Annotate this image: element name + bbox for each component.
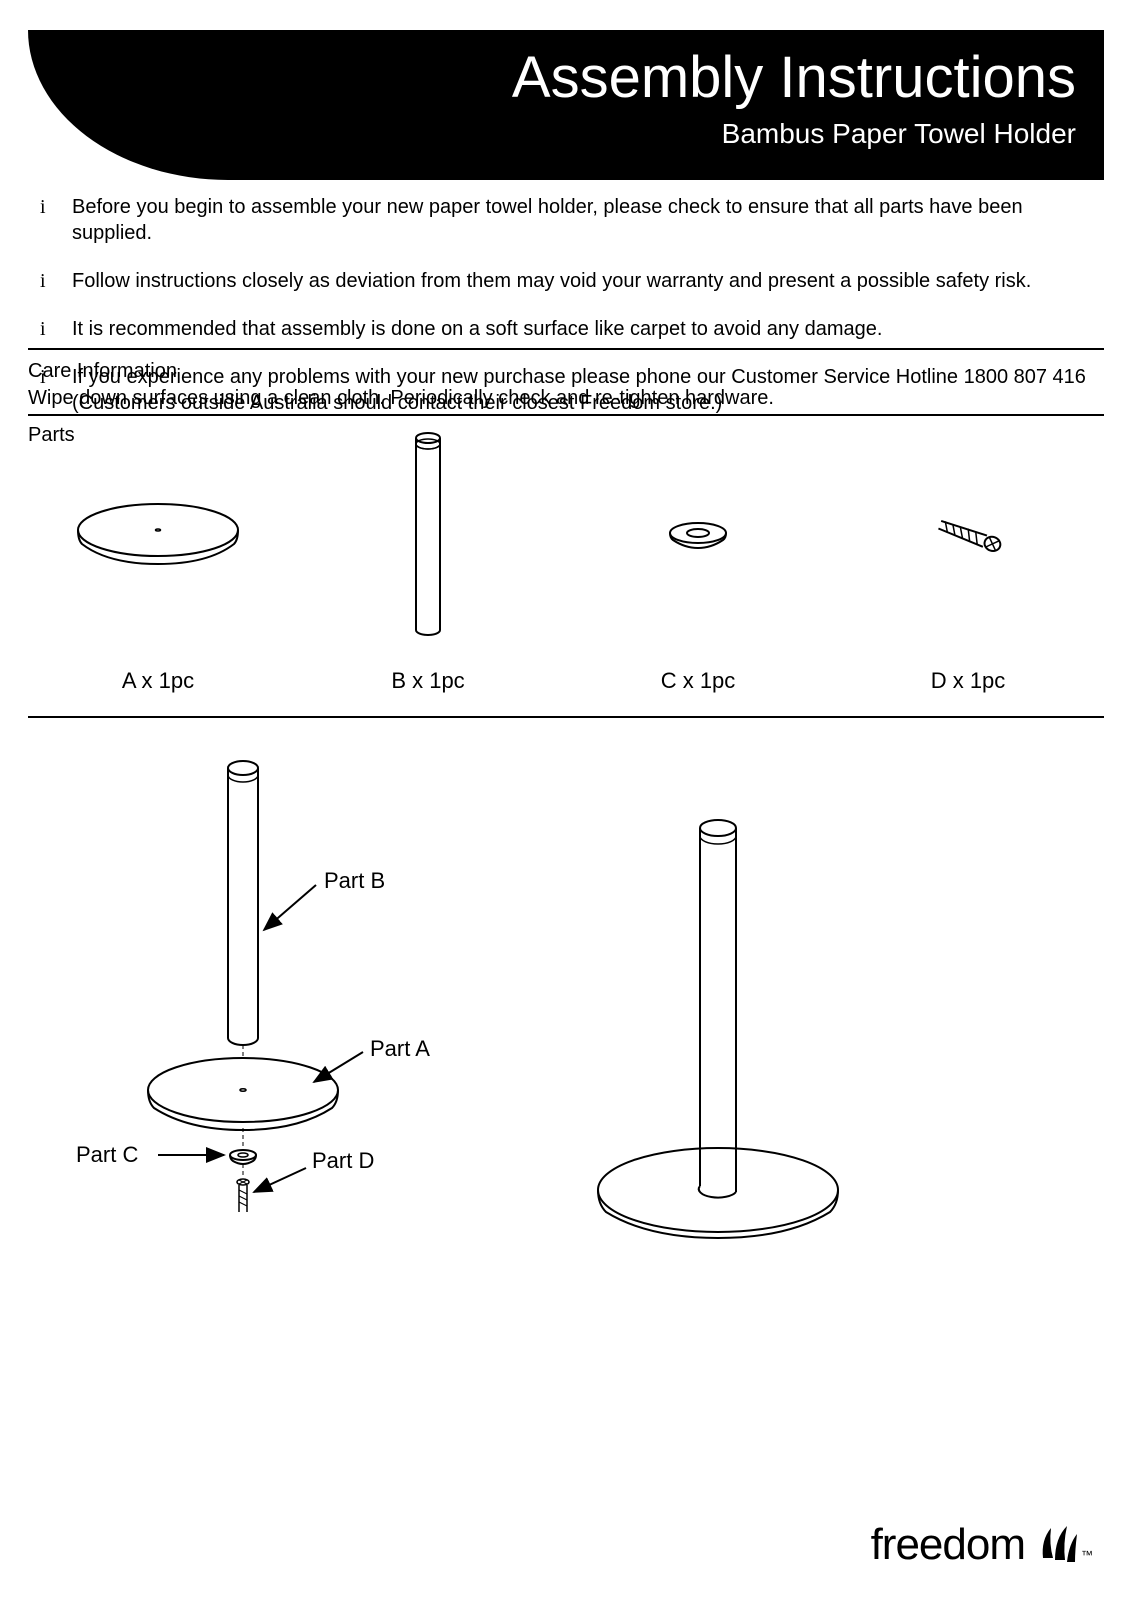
post-icon <box>408 430 448 640</box>
part-label: B x 1pc <box>298 668 558 694</box>
bullet-marker-icon: i <box>40 268 72 294</box>
care-heading: Care Information <box>28 358 1104 385</box>
callout-label: Part D <box>312 1148 374 1174</box>
exploded-view-icon <box>48 750 468 1250</box>
page-subtitle: Bambus Paper Towel Holder <box>722 118 1076 150</box>
divider <box>28 348 1104 350</box>
part-label: C x 1pc <box>568 668 828 694</box>
bullet-item: i Before you begin to assemble your new … <box>40 194 1100 246</box>
bullet-text: Follow instructions closely as deviation… <box>72 268 1100 294</box>
base-disc-icon <box>68 490 248 580</box>
divider <box>28 716 1104 718</box>
bullet-marker-icon: i <box>40 194 72 246</box>
assembly-diagram: Part B Part A Part C Part D <box>28 740 1104 1340</box>
bullet-text: It is recommended that assembly is done … <box>72 316 1100 342</box>
brand-logo-icon <box>1031 1520 1081 1570</box>
part-illustration-b <box>298 420 558 650</box>
screw-icon <box>928 515 1008 555</box>
callout-label: Part B <box>324 868 385 894</box>
washer-icon <box>663 518 733 553</box>
page-title: Assembly Instructions <box>512 44 1076 111</box>
bullet-item: i It is recommended that assembly is don… <box>40 316 1100 342</box>
part-illustration-a <box>28 420 288 650</box>
parts-list: A x 1pc B x 1pc C x 1pc <box>28 420 1104 710</box>
bullet-marker-icon: i <box>40 316 72 342</box>
assembled-view-icon <box>558 800 878 1260</box>
callout-label: Part C <box>76 1142 138 1168</box>
divider <box>28 414 1104 416</box>
bullet-item: i Follow instructions closely as deviati… <box>40 268 1100 294</box>
part-illustration-d <box>838 420 1098 650</box>
care-text: Wipe down surfaces using a clean cloth. … <box>28 385 1104 412</box>
brand-logo: freedom ™ <box>871 1520 1092 1570</box>
part-label: A x 1pc <box>28 668 288 694</box>
trademark-icon: ™ <box>1081 1548 1092 1562</box>
bullet-text: Before you begin to assemble your new pa… <box>72 194 1100 246</box>
part-illustration-c <box>568 420 828 650</box>
part-label: D x 1pc <box>838 668 1098 694</box>
callout-label: Part A <box>370 1036 430 1062</box>
care-information: Care Information Wipe down surfaces usin… <box>28 358 1104 412</box>
brand-logo-text: freedom <box>871 1520 1025 1570</box>
